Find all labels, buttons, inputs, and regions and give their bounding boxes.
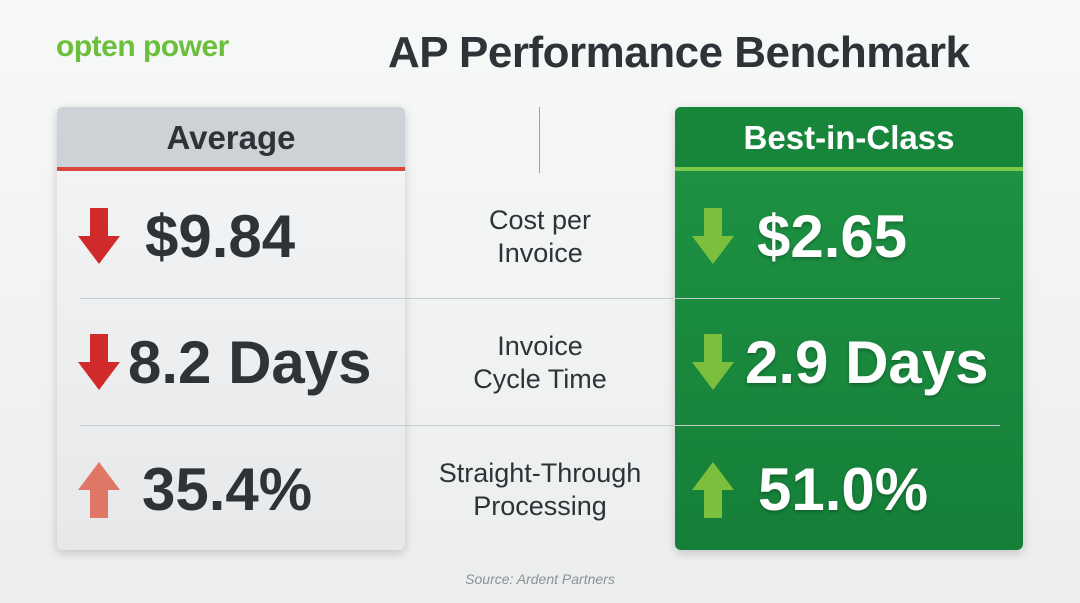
metric-label: Invoice Cycle Time: [410, 330, 670, 396]
arrow-down: [78, 334, 120, 390]
label-line: Invoice: [497, 331, 583, 361]
arrow-down: [692, 208, 734, 264]
label-line: Cost per: [488, 205, 592, 235]
source: Source: Ardent Partners: [465, 571, 615, 587]
title: AP Performance Benchmark: [388, 28, 970, 77]
label-line: Processing: [473, 491, 607, 521]
metric-label: Straight-Through Processing: [410, 457, 670, 523]
arrow-down: [692, 334, 734, 390]
arrow-down: [78, 208, 120, 264]
divider: [539, 107, 540, 173]
metric-label: Cost per Invoice: [410, 204, 670, 270]
average-value: $9.84: [145, 203, 296, 270]
best-value: $2.65: [757, 203, 908, 270]
average-value: 8.2 Days: [128, 329, 372, 396]
label-line: Invoice: [497, 238, 583, 268]
average-card: Average: [57, 107, 405, 550]
logo: opten power: [56, 30, 229, 63]
arrow-up: [692, 462, 734, 518]
best-value: 51.0%: [758, 456, 929, 523]
average-value: 35.4%: [142, 456, 313, 523]
best-value: 2.9 Days: [745, 329, 989, 396]
label-line: Straight-Through: [438, 458, 642, 488]
row-separator: [80, 298, 1000, 299]
column-header: Best-in-Class: [675, 107, 1023, 171]
row-separator: [80, 425, 1000, 426]
arrow-up: [78, 462, 120, 518]
column-header: Average: [57, 107, 405, 171]
best-card: Best-in-Class: [675, 107, 1023, 550]
label-line: Cycle Time: [473, 364, 607, 394]
